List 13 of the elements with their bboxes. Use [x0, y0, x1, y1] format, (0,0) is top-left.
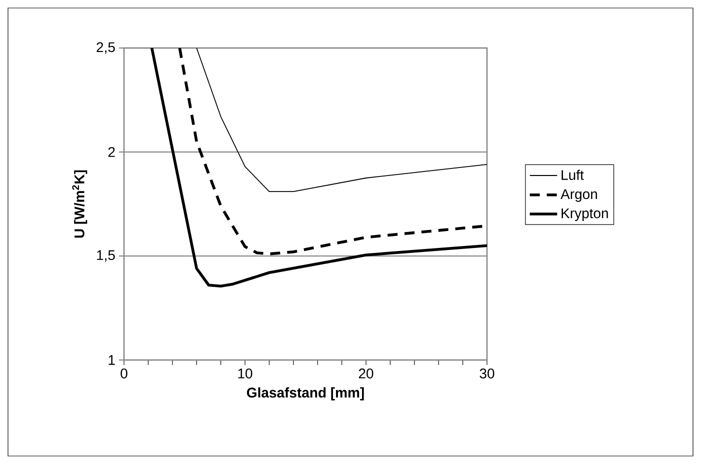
legend-label: Krypton [562, 208, 608, 221]
legend-label: Luft [562, 170, 584, 180]
y-tick-label: 2,5 [96, 42, 115, 54]
x-tick-label: 30 [480, 368, 494, 378]
y-tick-label: 1,5 [97, 250, 115, 262]
y-axis-title: U [W/m$^{2}$K] [72, 170, 88, 238]
y-tick-label: 1 [108, 355, 115, 365]
x-tick-label: 20 [358, 368, 374, 378]
y-tick-label: 2 [108, 147, 115, 157]
legend-label: Argon [560, 189, 597, 202]
x-tick-label: 10 [238, 368, 252, 378]
x-tick-label: 0 [120, 368, 128, 378]
x-axis-title: Glasafstand [mm] [246, 387, 364, 400]
